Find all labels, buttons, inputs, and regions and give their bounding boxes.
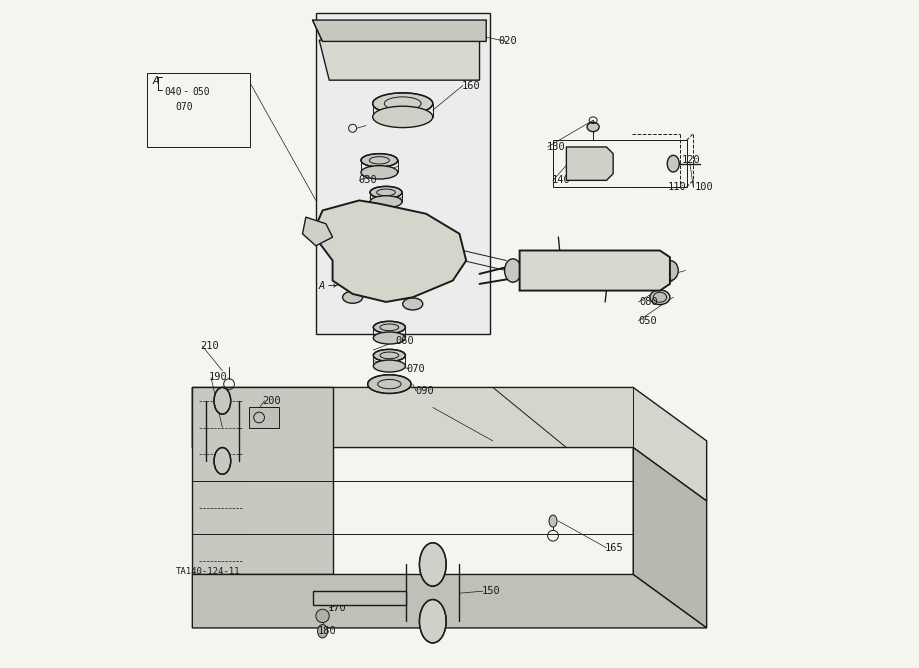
Ellipse shape [370, 186, 402, 198]
Text: 180: 180 [318, 627, 336, 636]
Ellipse shape [373, 360, 405, 372]
Text: 050: 050 [192, 87, 210, 96]
Text: 110: 110 [668, 182, 686, 192]
Polygon shape [316, 13, 490, 334]
Text: 090: 090 [415, 386, 434, 395]
Bar [147, 73, 250, 147]
Text: 170: 170 [328, 603, 346, 613]
Polygon shape [312, 591, 406, 605]
Text: 080: 080 [640, 297, 659, 307]
Text: 130: 130 [546, 142, 565, 152]
Text: 050: 050 [639, 316, 657, 325]
Polygon shape [302, 217, 333, 246]
Ellipse shape [650, 290, 670, 305]
Ellipse shape [662, 261, 678, 281]
Ellipse shape [373, 332, 405, 344]
Ellipse shape [318, 625, 327, 638]
Polygon shape [192, 574, 707, 628]
Ellipse shape [505, 259, 521, 283]
Text: 070: 070 [176, 102, 193, 112]
Polygon shape [566, 147, 613, 180]
Polygon shape [192, 387, 333, 574]
Text: 165: 165 [605, 543, 624, 552]
Ellipse shape [549, 515, 557, 527]
Ellipse shape [373, 93, 433, 114]
Ellipse shape [214, 448, 231, 474]
Ellipse shape [371, 242, 408, 259]
Text: A: A [318, 281, 324, 291]
Ellipse shape [373, 106, 433, 128]
Text: A: A [153, 77, 159, 86]
Ellipse shape [368, 375, 411, 393]
Ellipse shape [373, 349, 405, 361]
Text: 030: 030 [358, 176, 377, 185]
Ellipse shape [650, 270, 670, 285]
Text: 190: 190 [209, 373, 227, 382]
Ellipse shape [419, 542, 446, 587]
Polygon shape [312, 200, 466, 302]
Ellipse shape [361, 154, 398, 167]
Ellipse shape [373, 321, 405, 333]
Polygon shape [519, 250, 670, 291]
Text: 200: 200 [262, 396, 280, 405]
Text: 060: 060 [375, 209, 394, 218]
Text: 010: 010 [641, 265, 661, 275]
Text: 040: 040 [165, 87, 182, 96]
Ellipse shape [419, 600, 446, 643]
Text: 120: 120 [681, 156, 700, 165]
Text: 210: 210 [200, 341, 219, 351]
Text: 020: 020 [498, 37, 517, 46]
Polygon shape [312, 20, 486, 41]
Ellipse shape [403, 298, 423, 310]
Text: TA140-124-11: TA140-124-11 [176, 566, 240, 576]
Text: 070: 070 [406, 364, 425, 373]
Ellipse shape [370, 196, 402, 208]
Text: 160: 160 [461, 81, 481, 90]
Polygon shape [633, 448, 707, 628]
Text: 150: 150 [482, 587, 500, 596]
Text: 060: 060 [395, 336, 414, 345]
Ellipse shape [214, 387, 231, 414]
Ellipse shape [343, 291, 363, 303]
Polygon shape [192, 387, 707, 501]
Text: →: → [327, 281, 335, 291]
Ellipse shape [667, 156, 679, 172]
Bar [249, 407, 279, 428]
Text: 100: 100 [695, 182, 713, 192]
Text: 070: 070 [376, 242, 395, 252]
Ellipse shape [587, 122, 599, 132]
Text: -: - [183, 87, 188, 96]
Circle shape [316, 609, 329, 623]
Ellipse shape [361, 166, 398, 179]
Text: 140: 140 [551, 176, 571, 185]
Polygon shape [319, 40, 480, 80]
